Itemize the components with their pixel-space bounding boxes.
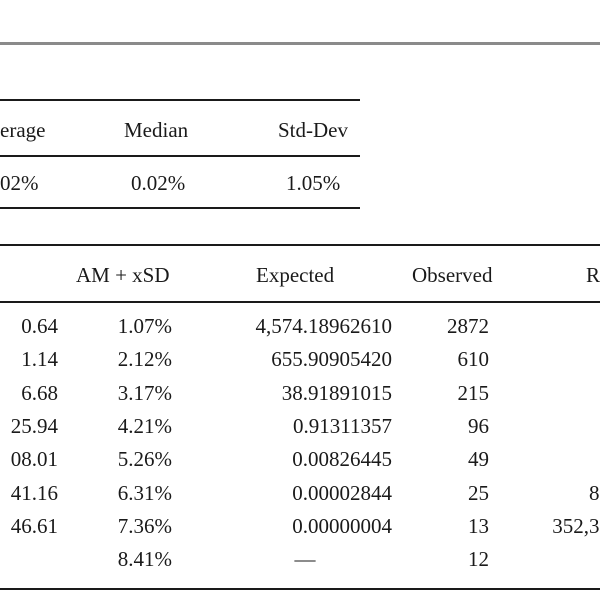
cell-expected: 0.91311357: [293, 414, 392, 438]
header-observed: Observed: [412, 263, 493, 287]
cell-am-xsd: 4.21%: [117, 414, 172, 438]
cell-expected: 655.90905420: [271, 347, 392, 371]
summary-value-median: 0.02%: [131, 171, 186, 195]
cell-expected: —: [294, 547, 316, 571]
cell-r: 87: [589, 481, 600, 505]
cell-am-xsd: 2.12%: [117, 347, 172, 371]
cell-observed: 610: [457, 347, 490, 371]
cell-col0: 46.61: [10, 514, 58, 538]
cell-am-xsd: 1.07%: [117, 314, 172, 338]
cell-observed: 2872: [447, 314, 489, 338]
cell-am-xsd: 7.36%: [117, 514, 172, 538]
cell-observed: 13: [468, 514, 489, 538]
cell-expected: 0.00000004: [292, 514, 392, 538]
cell-expected: 38.91891015: [281, 381, 392, 405]
summary-value-average: 02%: [0, 171, 39, 195]
cell-am-xsd: 3.17%: [117, 381, 172, 405]
cell-expected: 0.00826445: [292, 447, 392, 471]
cell-observed: 96: [468, 414, 489, 438]
main-header-rule: [0, 301, 600, 303]
cell-col0: 0.64: [21, 314, 58, 338]
header-expected: Expected: [256, 263, 335, 287]
cell-col0: 41.16: [10, 481, 58, 505]
cell-expected: 0.00002844: [292, 481, 392, 505]
cell-col0: 1.14: [21, 347, 58, 371]
summary-header-std-dev: Std-Dev: [278, 118, 348, 142]
cell-col0: 6.68: [21, 381, 58, 405]
cell-col0: 25.94: [10, 414, 58, 438]
cell-r: 352,30: [552, 514, 600, 538]
summary-header-average: erage: [0, 118, 46, 142]
top-rule: [0, 42, 600, 45]
cell-observed: 49: [468, 447, 489, 471]
cell-am-xsd: 5.26%: [117, 447, 172, 471]
cell-col0: 08.01: [10, 447, 58, 471]
summary-bottom-rule: [0, 207, 360, 209]
cell-am-xsd: 6.31%: [117, 481, 172, 505]
summary-value-std-dev: 1.05%: [286, 171, 341, 195]
header-r: R: [586, 263, 600, 287]
main-bottom-rule: [0, 588, 600, 590]
summary-top-rule: [0, 99, 360, 101]
cell-observed: 215: [457, 381, 490, 405]
cell-expected: 4,574.18962610: [255, 314, 393, 338]
summary-header-median: Median: [124, 118, 189, 142]
header-am-xsd: AM + xSD: [76, 263, 170, 287]
cell-observed: 25: [468, 481, 489, 505]
cell-am-xsd: 8.41%: [117, 547, 172, 571]
summary-mid-rule: [0, 155, 360, 157]
cell-observed: 12: [468, 547, 489, 571]
main-top-rule: [0, 244, 600, 246]
